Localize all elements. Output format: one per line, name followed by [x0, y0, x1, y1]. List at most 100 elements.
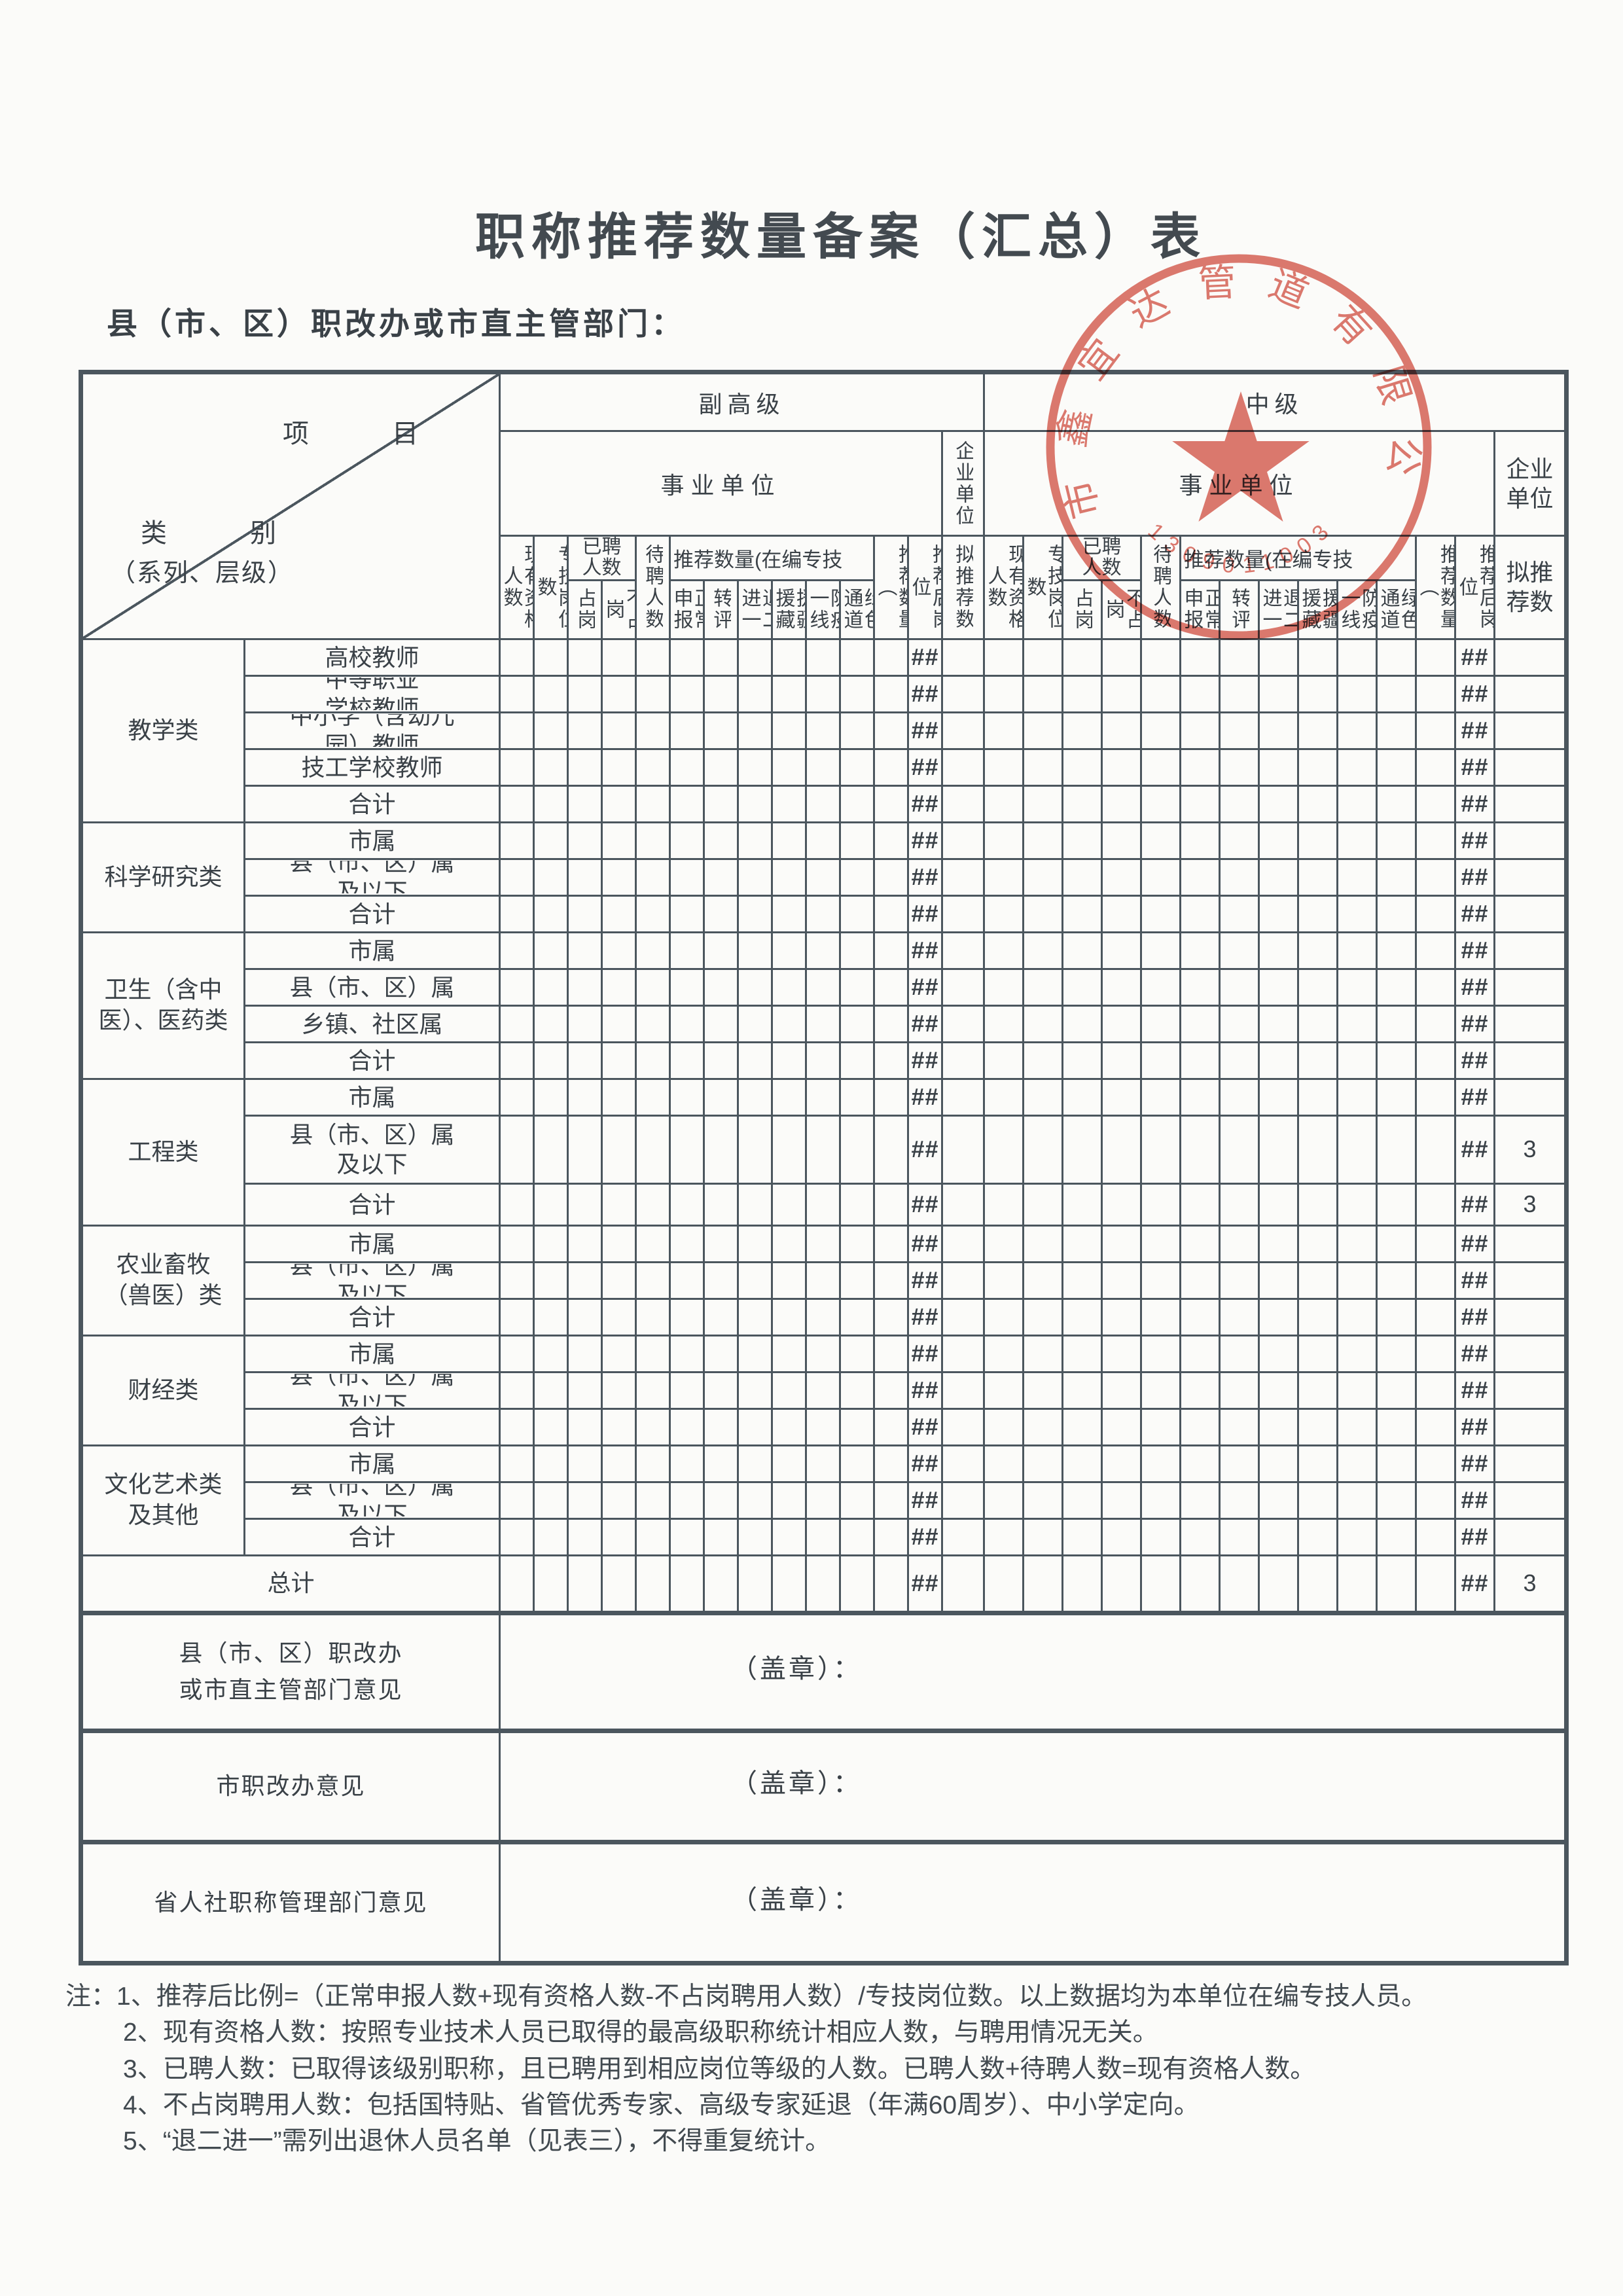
value-cell [533, 1041, 569, 1080]
value-cell [703, 711, 739, 750]
ratio-after-cell: ## [1454, 821, 1496, 860]
value-cell [601, 1114, 637, 1185]
value-cell [1219, 1334, 1260, 1373]
value-cell [1140, 821, 1182, 860]
value-cell [635, 1444, 671, 1483]
ratio-after-cell: ## [1454, 894, 1496, 933]
value-cell [805, 1114, 841, 1185]
value-cell [873, 1261, 909, 1300]
ratio-after-cell: ## [907, 1480, 943, 1520]
value-cell [1415, 1297, 1457, 1336]
value-cell [601, 1371, 637, 1410]
value-cell [737, 1004, 773, 1043]
col-header-hired-group: 已聘人数 [567, 535, 637, 581]
value-cell [703, 967, 739, 1007]
col-header-off-post: 不占岗 [601, 579, 637, 640]
value-cell [873, 1041, 909, 1080]
value-cell [1101, 1114, 1143, 1185]
value-cell [499, 1297, 535, 1336]
value-cell [533, 1297, 569, 1336]
value-cell [737, 637, 773, 677]
ratio-after-cell: ## [1454, 747, 1496, 787]
ratio-after-cell: ## [1454, 967, 1496, 1007]
value-cell [1219, 1224, 1260, 1263]
value-cell [669, 784, 705, 823]
value-cell [983, 784, 1025, 823]
ratio-after-cell: ## [907, 931, 943, 970]
value-cell [1336, 747, 1378, 787]
table-row: 乡镇、社区属 ## ## [81, 1004, 1568, 1043]
value-cell [1415, 637, 1457, 677]
value-cell [1415, 1407, 1457, 1446]
value-cell [983, 857, 1025, 897]
value-cell [669, 1224, 705, 1263]
value-cell [703, 1334, 739, 1373]
proposed-count-cell [1493, 674, 1568, 713]
value-cell [873, 747, 909, 787]
value-cell [1179, 1077, 1221, 1117]
value-cell [1219, 1554, 1260, 1614]
value-cell [1336, 674, 1378, 713]
subcategory-label: 合计 [348, 1047, 396, 1074]
col-header-hired-group: 已聘人数 [1061, 535, 1143, 581]
value-cell [669, 711, 705, 750]
value-cell [1179, 1444, 1221, 1483]
subcategory-label: 县（市、区）属 及以下 [289, 1264, 455, 1297]
value-cell [499, 711, 535, 750]
value-cell [983, 821, 1025, 860]
value-cell [1101, 894, 1143, 933]
proposed-count-cell [940, 674, 986, 713]
ratio-after-cell: ## [1454, 1371, 1496, 1410]
value-cell [1376, 1041, 1418, 1080]
value-cell [873, 1114, 909, 1185]
value-cell [983, 711, 1025, 750]
value-cell [1101, 931, 1143, 970]
ratio-after-cell: ## [1454, 1041, 1496, 1080]
value-cell [1022, 1334, 1064, 1373]
value-cell [1061, 1480, 1103, 1520]
enterprise-unit-header-senior: 企业单位 [940, 430, 986, 537]
value-cell [873, 674, 909, 713]
value-cell [1101, 784, 1143, 823]
value-cell [601, 1004, 637, 1043]
value-cell [1297, 1480, 1339, 1520]
value-cell [669, 1517, 705, 1556]
value-cell [1415, 1334, 1457, 1373]
subcategory-cell: 市属 [243, 931, 501, 970]
proposed-count-cell [940, 1041, 986, 1080]
value-cell [771, 1041, 807, 1080]
subcategory-label: 市属 [348, 1340, 396, 1367]
value-cell [499, 747, 535, 787]
value-cell [805, 711, 841, 750]
value-cell [1101, 747, 1143, 787]
ratio-after-cell: ## [907, 857, 943, 897]
value-cell [737, 1480, 773, 1520]
value-cell [1140, 1182, 1182, 1227]
ratio-after-cell: ## [907, 1334, 943, 1373]
value-cell [499, 1554, 535, 1614]
value-cell [873, 1371, 909, 1410]
proposed-count-cell: 3 [1493, 1554, 1568, 1614]
ratio-after-cell: ## [907, 1554, 943, 1614]
value-cell [533, 1407, 569, 1446]
value-cell [1140, 1224, 1182, 1263]
col-header-existing-qualified: 现有资格人数 [499, 535, 535, 640]
value-cell [1376, 931, 1418, 970]
table-row: 财经类 市属 ## ## [80, 1334, 1568, 1446]
value-cell [635, 894, 671, 933]
summary-table: 项 目 类 别 （系列、层级） 副高级 中级 事业单位 企业单位 事业单位 企业… [79, 370, 1569, 1965]
subcategory-label: 合计 [348, 1191, 396, 1218]
value-cell [499, 1041, 535, 1080]
ratio-after-cell: ## [907, 967, 943, 1007]
value-cell [1336, 1407, 1378, 1446]
value-cell [601, 821, 637, 860]
value-cell [805, 637, 841, 677]
value-cell [839, 1480, 875, 1520]
proposed-count-cell [940, 821, 986, 860]
value-cell [1022, 674, 1064, 713]
value-cell [737, 711, 773, 750]
ratio-after-cell: ## [1454, 1004, 1496, 1043]
value-cell [1101, 1077, 1143, 1117]
value-cell [1179, 894, 1221, 933]
value-cell [1297, 1444, 1339, 1483]
